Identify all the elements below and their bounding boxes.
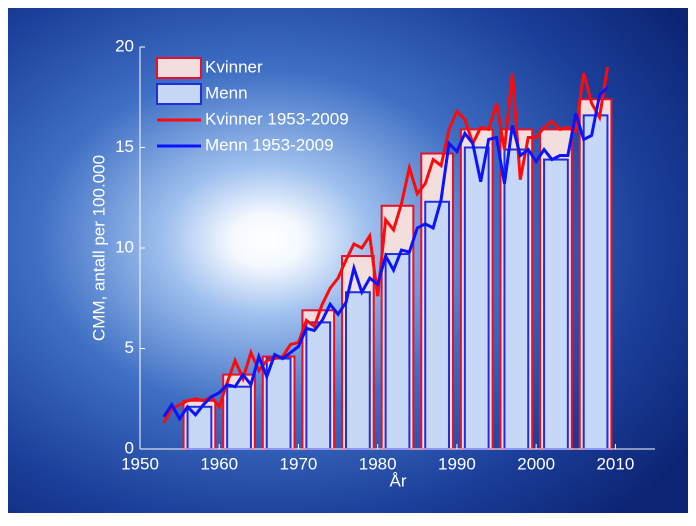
legend-label: Menn [205,83,248,102]
bar [544,160,568,449]
y-tick-label: 10 [115,237,134,256]
bar [267,359,291,449]
bar [386,254,410,449]
y-tick-label: 5 [125,338,134,357]
y-tick-label: 20 [115,36,134,55]
legend-swatch [157,58,201,78]
x-tick-label: 1990 [438,454,476,473]
legend-label: Kvinner [205,57,263,76]
legend-label: Kvinner 1953-2009 [205,109,349,128]
bar [188,407,212,449]
bar [425,202,449,449]
chart: År CMM, antall per 100.000 0510152019501… [0,0,696,521]
bar [465,148,489,450]
bar [504,150,528,449]
bar [227,387,251,449]
bar [346,292,370,449]
y-tick-label: 15 [115,137,134,156]
x-tick-label: 1970 [280,454,318,473]
x-axis-label: År [390,471,407,490]
legend-swatch [157,84,201,104]
x-tick-label: 2010 [596,454,634,473]
legend-label: Menn 1953-2009 [205,135,334,154]
x-tick-label: 1960 [200,454,238,473]
bar [306,322,330,449]
x-tick-label: 1950 [121,454,159,473]
page: {"chart_data": { "type": "combo", "xlabe… [0,0,696,521]
x-tick-label: 2000 [517,454,555,473]
y-axis-label: CMM, antall per 100.000 [89,155,108,341]
bar [584,115,608,449]
x-tick-label: 1980 [359,454,397,473]
